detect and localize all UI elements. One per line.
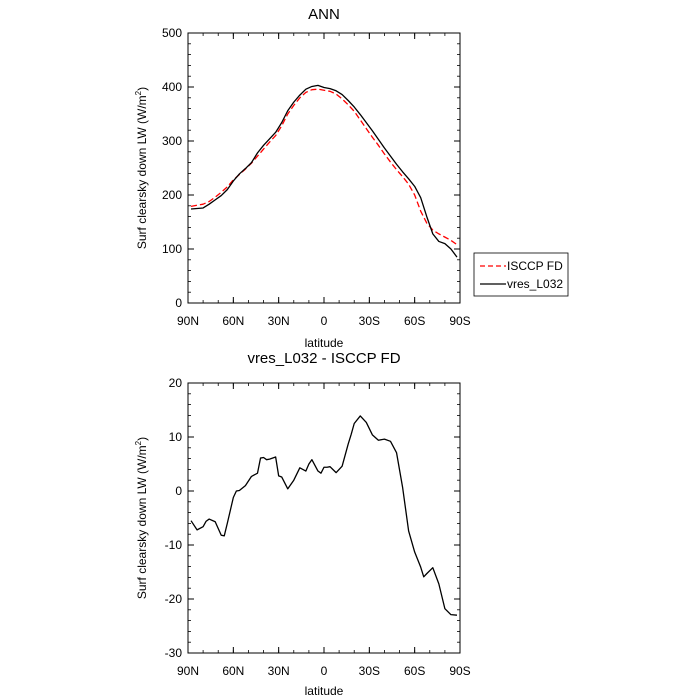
- top-chart-y-tick-label: 500: [162, 26, 182, 40]
- bottom-chart-y-tick-label: 20: [169, 376, 183, 390]
- top-chart-y-axis-label: Surf clearsky down LW (W/m2): [134, 87, 149, 249]
- bottom-chart-y-tick-label: 0: [175, 484, 182, 498]
- bottom-chart-x-axis-label: latitude: [305, 684, 344, 698]
- top-chart-x-tick-label: 60N: [222, 314, 244, 328]
- top-chart-frame: [187, 32, 461, 304]
- top-chart-x-tick-label: 30N: [268, 314, 290, 328]
- top-chart-x-tick-label: 60S: [404, 314, 425, 328]
- bottom-chart-y-tick-label: -30: [165, 646, 183, 660]
- top-chart-y-tick-label: 400: [162, 80, 182, 94]
- bottom-chart-x-tick-label: 0: [321, 664, 328, 678]
- legend-isccp-label: ISCCP FD: [507, 259, 563, 273]
- bottom-chart-plot-area: [190, 415, 458, 616]
- bottom-chart-panel: vres_L032 - ISCCP FD -30 -20 -10 0 10 20 90N 6…: [134, 350, 471, 698]
- bottom-chart-x-tick-label: 90S: [449, 664, 470, 678]
- bottom-chart-x-tick-label: 30S: [359, 664, 380, 678]
- bottom-chart-y-axis-label: Surf clearsky down LW (W/m2): [134, 437, 149, 599]
- bottom-chart-x-tick-label: 60S: [404, 664, 425, 678]
- bottom-chart-x-tick-label: 60N: [222, 664, 244, 678]
- top-chart-y-tick-label: 0: [175, 296, 182, 310]
- top-chart-x-tick-label: 90S: [449, 314, 470, 328]
- bottom-chart-y-ticks: -30 -20 -10 0 10 20: [165, 376, 460, 660]
- top-chart-y-tick-label: 100: [162, 242, 182, 256]
- bottom-chart-y-tick-label: -20: [165, 592, 183, 606]
- top-chart-series-line-1: [190, 84, 458, 258]
- top-chart-x-axis-label: latitude: [305, 336, 344, 350]
- legend: ISCCP FD vres_L032: [473, 252, 569, 297]
- top-chart-title: ANN: [308, 6, 340, 23]
- top-chart-panel: ANN 0 100 200 300 400 500 90N 60N 30N 0 30S 60S 90S…: [134, 6, 471, 350]
- bottom-chart-y-tick-label: -10: [165, 538, 183, 552]
- bottom-chart-x-tick-label: 90N: [177, 664, 199, 678]
- top-chart-y-ticks: 0 100 200 300 400 500: [162, 26, 460, 310]
- bottom-chart-x-ticks: 90N 60N 30N 0 30S 60S 90S: [177, 383, 471, 678]
- top-chart-plot-area: [190, 84, 458, 258]
- top-chart-x-tick-label: 90N: [177, 314, 199, 328]
- bottom-chart-y-tick-label: 10: [169, 430, 183, 444]
- top-chart-x-tick-label: 30S: [359, 314, 380, 328]
- top-chart-y-tick-label: 200: [162, 188, 182, 202]
- legend-box: [473, 252, 569, 297]
- legend-vres-label: vres_L032: [507, 277, 563, 291]
- top-chart-series-line-0: [190, 88, 458, 246]
- bottom-chart-x-tick-label: 30N: [268, 664, 290, 678]
- top-chart-y-tick-label: 300: [162, 134, 182, 148]
- top-chart-x-ticks: 90N 60N 30N 0 30S 60S 90S: [177, 33, 471, 328]
- top-chart-x-tick-label: 0: [321, 314, 328, 328]
- bottom-chart-title: vres_L032 - ISCCP FD: [247, 350, 400, 367]
- bottom-chart-series-line-0: [190, 415, 458, 616]
